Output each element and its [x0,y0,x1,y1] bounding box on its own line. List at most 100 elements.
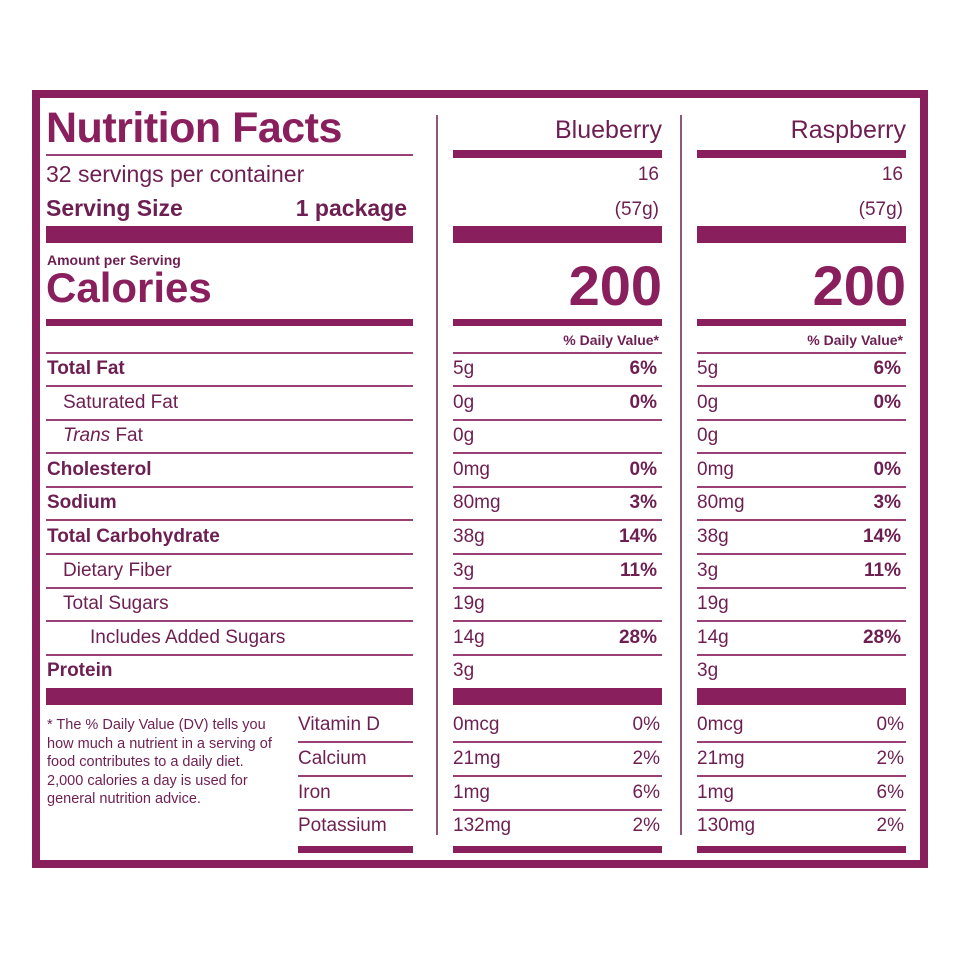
daily-value-header: % Daily Value* [563,332,659,348]
bottom-divider [453,846,662,853]
serving-size-label: Serving Size [46,195,183,221]
nutrient-amount: 0mg [697,459,734,480]
nutrient-amount: 3g [453,560,475,581]
nutrient-daily-value: 0% [629,459,657,480]
vitamin-daily-value: 6% [876,782,904,803]
medium-divider [453,319,662,326]
nutrient-amount: 5g [697,358,719,379]
nutrient-daily-value: 3% [873,492,901,513]
nutrient-daily-value: 3% [629,492,657,513]
serving-size-value: 1 package [295,195,407,221]
nutrient-amount: 3g [697,560,719,581]
vitamin-daily-value: 0% [876,714,904,735]
nutrient-label: Dietary Fiber [63,560,172,581]
label-border [32,90,928,868]
row-divider [46,419,413,421]
bottom-divider [697,846,906,853]
vitamin-label: Iron [298,782,331,803]
nutrient-daily-value: 6% [873,358,901,379]
nutrient-label: Sodium [47,492,117,513]
nutrient-label: Total Fat [47,358,125,379]
servings-per-container: 32 servings per container [46,161,305,187]
row-divider [453,620,662,622]
nutrient-amount: 80mg [453,492,501,513]
product-name: Raspberry [790,116,906,144]
vitamin-amount: 130mg [697,815,756,836]
nutrient-amount: 80mg [697,492,745,513]
nutrient-amount: 3g [697,660,719,681]
nutrient-label-row: Saturated Fat [63,390,178,416]
nutrient-amount: 14g [453,627,485,648]
nutrient-amount: 5g [453,358,475,379]
row-divider [46,385,413,387]
row-divider [453,519,662,521]
nutrient-daily-value: 11% [620,560,657,581]
product-header-bar [697,150,906,158]
row-divider [697,654,906,656]
thick-divider [453,226,662,243]
vitamin-amount: 21mg [697,748,745,769]
row-divider [453,419,662,421]
product-serving-size: (57g) [614,199,659,220]
row-divider [453,486,662,488]
nutrient-daily-value: 28% [862,627,901,648]
nutrient-label: Protein [47,660,113,681]
nutrient-label-row: Includes Added Sugars [90,625,285,651]
vitamin-daily-value: 2% [876,815,904,836]
nutrient-label-row: Protein [47,658,112,684]
nutrient-daily-value: 14% [862,526,901,547]
nutrient-amount: 38g [453,526,485,547]
row-divider [697,553,906,555]
row-divider [298,775,413,777]
medium-divider [46,319,413,326]
vitamin-amount: 1mg [453,782,490,803]
nutrient-amount: 19g [453,593,485,614]
row-divider [697,587,906,589]
daily-value-footnote: * The % Daily Value (DV) tells you how m… [47,717,272,807]
product-name: Blueberry [555,116,662,144]
thick-divider [697,226,906,243]
nutrient-daily-value: 11% [864,560,901,581]
bottom-divider [298,846,413,853]
row-divider [697,385,906,387]
vitamin-label: Vitamin D [298,714,381,735]
divider [697,352,906,354]
nutrient-amount: 38g [697,526,729,547]
row-divider [697,519,906,521]
nutrient-label: Saturated Fat [63,392,179,413]
row-divider [697,486,906,488]
row-divider [298,741,413,743]
nutrient-daily-value [453,423,657,449]
thick-divider [453,688,662,705]
nutrient-label-row: Trans Fat [63,423,143,449]
nutrient-daily-value: 0% [873,392,901,413]
nutrient-amount: 19g [697,593,729,614]
nutrient-daily-value [697,423,901,449]
nutrient-amount: 0mg [453,459,490,480]
row-divider [453,587,662,589]
nutrient-label: Total Carbohydrate [47,526,220,547]
nutrient-daily-value [697,658,901,684]
row-divider [453,775,662,777]
vitamin-daily-value: 2% [632,748,660,769]
nutrient-label: Total Sugars [63,593,169,614]
nutrient-amount: 14g [697,627,729,648]
vitamin-daily-value: 6% [632,782,660,803]
row-divider [697,775,906,777]
row-divider [697,741,906,743]
nutrient-amount: 0g [453,392,475,413]
calories-label: Calories [46,264,212,311]
row-divider [697,419,906,421]
nutrient-daily-value [697,591,901,617]
medium-divider [697,319,906,326]
nutrient-label-italic: Trans [63,425,111,446]
nutrient-amount: 0g [697,392,719,413]
nutrient-label-row: Total Sugars [63,591,169,617]
vitamin-label: Potassium [298,815,387,836]
nutrient-label: Fat [110,425,143,446]
row-divider [453,741,662,743]
nutrient-amount: 3g [453,660,475,681]
nutrient-daily-value: 28% [618,627,657,648]
nutrient-amount: 0g [697,425,719,446]
nutrient-daily-value: 0% [873,459,901,480]
